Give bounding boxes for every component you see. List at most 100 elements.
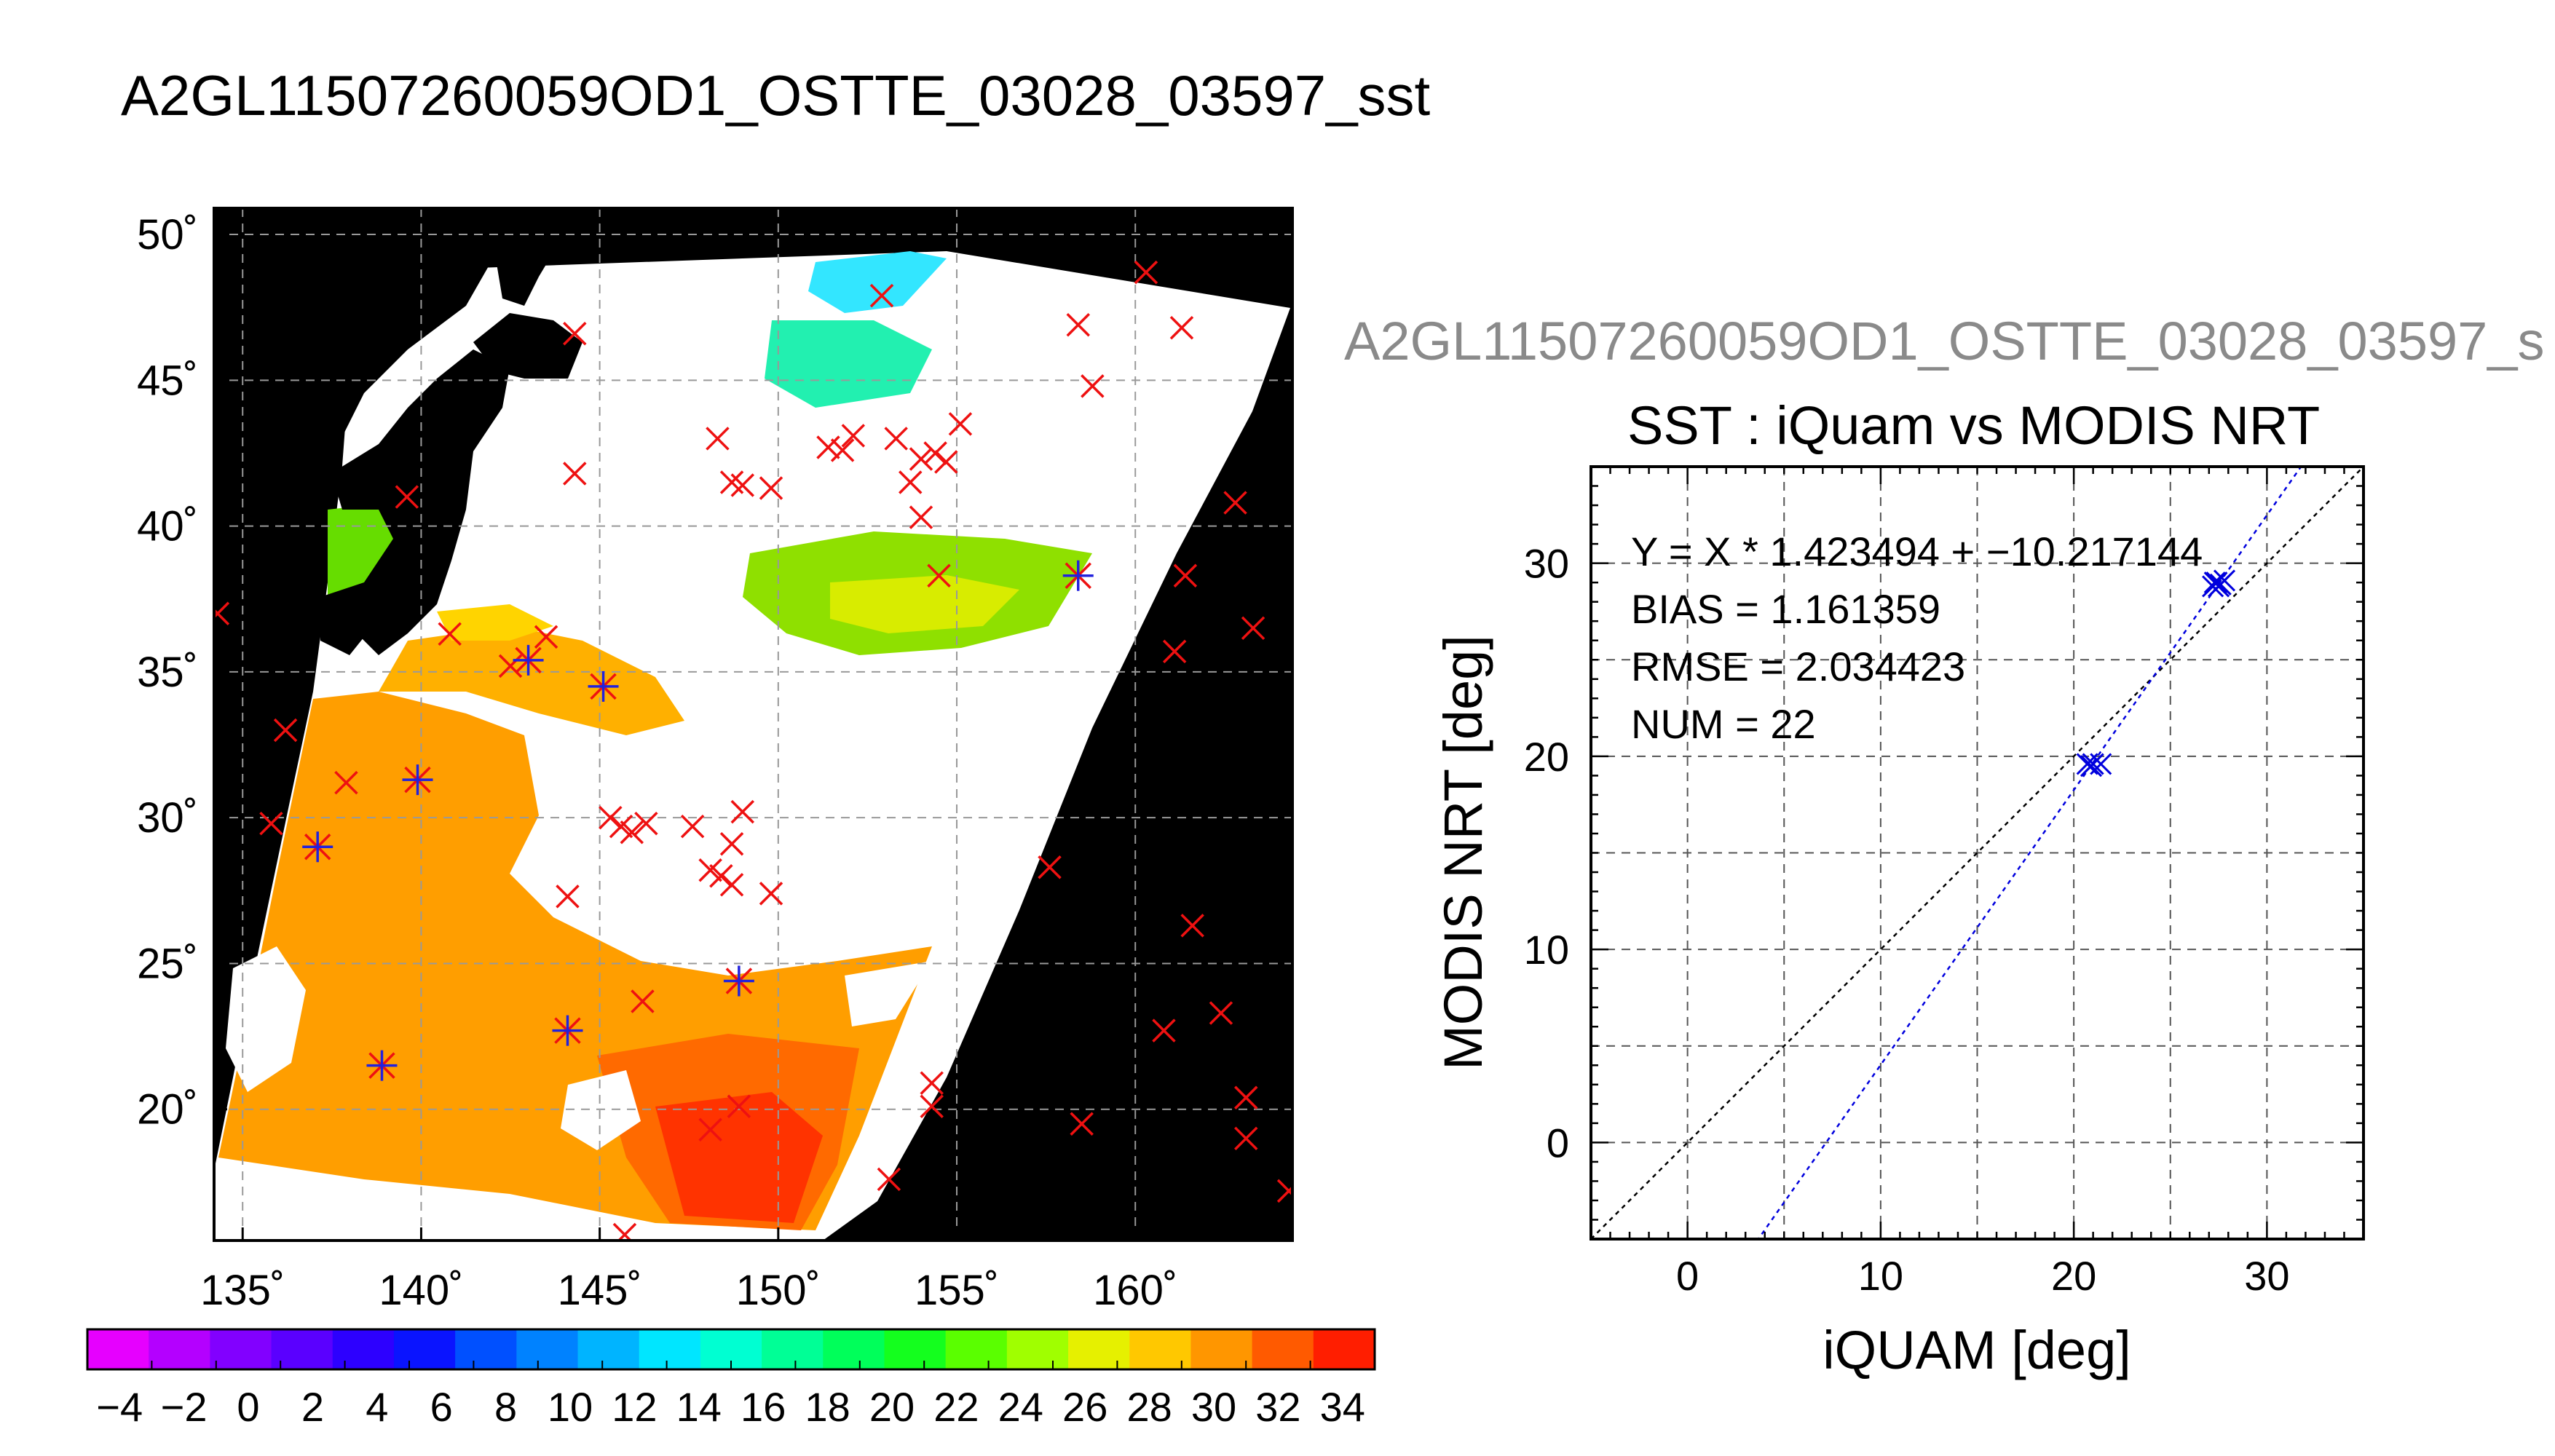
matchup-x-marker bbox=[727, 1094, 751, 1118]
map-frame bbox=[213, 207, 1294, 1242]
matchup-x-marker bbox=[841, 424, 866, 448]
matchup-x-marker bbox=[706, 427, 730, 451]
scatter-point bbox=[2205, 571, 2228, 594]
colorbar-tick-label: 6 bbox=[430, 1384, 453, 1430]
matchup-x-marker bbox=[698, 1117, 722, 1142]
matchup-x-marker bbox=[927, 563, 951, 587]
matchup-x-marker bbox=[1234, 1085, 1258, 1109]
matchup-x-marker bbox=[1070, 1112, 1094, 1136]
matchup-x-marker bbox=[563, 462, 587, 486]
matchup-x-marker bbox=[534, 625, 558, 649]
colorbar-tick-label: 16 bbox=[741, 1384, 786, 1430]
scatter-y-tick-label: 10 bbox=[1524, 927, 1569, 973]
colorbar-swatch bbox=[271, 1329, 333, 1369]
colorbar-tick-label: 34 bbox=[1320, 1384, 1365, 1430]
sst-map-panel: 135˚ 140˚ 145˚ 150˚ 155˚ 160˚ 50˚ 45˚ 40˚ 35˚ 30˚ 2… bbox=[137, 207, 1294, 1314]
colorbar-swatch bbox=[1068, 1329, 1130, 1369]
matchup-star-marker bbox=[723, 965, 754, 997]
matchup-x-marker bbox=[631, 989, 655, 1013]
colorbar-swatch bbox=[1252, 1329, 1314, 1369]
colorbar-tick-label: 0 bbox=[237, 1384, 259, 1430]
land-sakhalin bbox=[495, 208, 568, 306]
matchup-x-marker bbox=[620, 820, 644, 844]
regression-line bbox=[1757, 467, 2302, 1239]
scatter-y-tick-label: 20 bbox=[1524, 734, 1569, 780]
colorbar-swatch bbox=[393, 1329, 456, 1369]
colorbar-tick-label: 24 bbox=[998, 1384, 1043, 1430]
matchup-x-marker bbox=[948, 412, 973, 436]
colorbar-swatch bbox=[149, 1329, 210, 1369]
matchup-star-marker bbox=[552, 1015, 583, 1046]
map-lat-tick-label: 45˚ bbox=[137, 357, 198, 404]
matchup-x-marker bbox=[273, 718, 298, 743]
colorbar-swatch bbox=[884, 1329, 947, 1369]
matchup-x-marker bbox=[680, 814, 705, 839]
colorbar-tick-label: 20 bbox=[869, 1384, 915, 1430]
scatter-figure-subtitle: A2GL11507260059OD1_OSTTE_03028_03597_s bbox=[1344, 311, 2545, 371]
cloud-mask-3 bbox=[845, 961, 932, 1026]
colorbar-swatch bbox=[762, 1329, 824, 1369]
colorbar-tick-label: 28 bbox=[1126, 1384, 1172, 1430]
scatter-chart-title: SST : iQuam vs MODIS NRT bbox=[1627, 395, 2321, 456]
sst-colorbar: −4 −2 0 2 4 6 8 10 12 14 16 18 20 22 24 26 28 30 32 34 bbox=[86, 1328, 1376, 1430]
colorbar-tick-label: 26 bbox=[1062, 1384, 1107, 1430]
matchup-x-marker bbox=[634, 811, 658, 836]
matchup-x-marker bbox=[1241, 616, 1265, 641]
sst-field-kuroshio bbox=[379, 626, 684, 735]
colorbar-swatch bbox=[87, 1329, 149, 1369]
scatter-point bbox=[2080, 755, 2103, 778]
matchup-markers bbox=[214, 260, 1292, 1241]
matchup-x-marker bbox=[920, 1094, 944, 1118]
matchup-x-marker bbox=[1169, 315, 1194, 340]
matchup-x-marker bbox=[1162, 639, 1187, 664]
matchup-x-marker bbox=[563, 322, 587, 346]
cloud-mask-1 bbox=[226, 946, 306, 1092]
map-lat-tick-label: 25˚ bbox=[137, 940, 198, 987]
matchup-star-marker bbox=[513, 644, 544, 676]
y-axis-label: MODIS NRT [deg] bbox=[1433, 635, 1493, 1070]
matchup-x-marker bbox=[816, 435, 840, 459]
matchup-x-marker bbox=[1276, 1179, 1292, 1203]
matchup-x-marker bbox=[869, 283, 894, 308]
matchup-x-marker bbox=[612, 1222, 637, 1241]
matchup-x-marker bbox=[759, 882, 783, 906]
matchup-x-marker bbox=[934, 450, 958, 474]
sst-field-south-hotter bbox=[655, 1092, 823, 1223]
matchup-x-marker bbox=[730, 799, 755, 824]
matchup-x-marker bbox=[759, 476, 783, 500]
matchup-star-marker bbox=[1062, 560, 1094, 591]
colorbar-swatch bbox=[1313, 1329, 1375, 1369]
colorbar-tick-label: 32 bbox=[1255, 1384, 1300, 1430]
matchup-x-marker bbox=[877, 1167, 901, 1192]
map-lon-tick-label: 135˚ bbox=[200, 1267, 285, 1314]
matchup-x-marker bbox=[709, 864, 733, 888]
scatter-x-tick-label: 30 bbox=[2244, 1253, 2289, 1299]
colorbar-tick-label: 8 bbox=[494, 1384, 517, 1430]
rmse-value: RMSE = 2.034423 bbox=[1631, 644, 1966, 689]
colorbar-tick-label: 10 bbox=[548, 1384, 593, 1430]
colorbar-tick-label: 2 bbox=[301, 1384, 324, 1430]
colorbar-swatch bbox=[639, 1329, 701, 1369]
colorbar-swatch bbox=[455, 1329, 517, 1369]
matchup-x-marker bbox=[1066, 312, 1090, 337]
colorbar-swatch bbox=[210, 1329, 272, 1369]
regression-stats: Y = X * 1.423494 + −10.217144 BIAS = 1.1… bbox=[1631, 523, 2203, 753]
one-to-one-line bbox=[1591, 467, 2364, 1239]
colorbar-tick-label: 30 bbox=[1191, 1384, 1236, 1430]
map-lat-tick-label: 20˚ bbox=[137, 1086, 198, 1133]
matchup-star-marker bbox=[402, 764, 433, 796]
map-lat-tick-label: 35˚ bbox=[137, 649, 198, 696]
matchup-x-marker bbox=[909, 447, 933, 471]
scatter-ticks: 0 10 20 30 0 10 20 30 bbox=[1524, 465, 2365, 1299]
scatter-points bbox=[2076, 569, 2236, 778]
colorbar-swatch bbox=[577, 1329, 640, 1369]
matchup-x-marker bbox=[1209, 1001, 1233, 1025]
matchup-x-marker bbox=[259, 811, 283, 836]
matchup-x-marker bbox=[1234, 1126, 1258, 1151]
map-lon-tick-label: 160˚ bbox=[1093, 1267, 1177, 1314]
matchup-x-marker bbox=[1134, 260, 1158, 285]
matchup-x-marker bbox=[1038, 855, 1062, 879]
sst-field-cyan-north bbox=[808, 251, 947, 313]
map-lat-tick-label: 30˚ bbox=[137, 794, 198, 842]
